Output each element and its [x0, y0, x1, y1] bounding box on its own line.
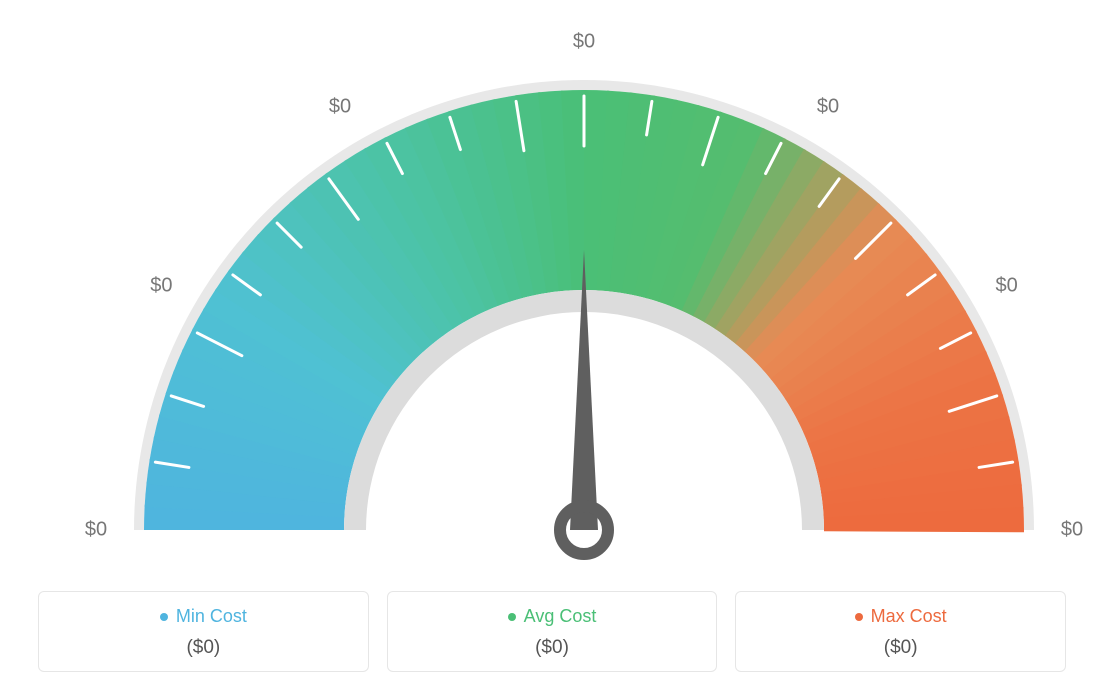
gauge-chart: $0$0$0$0$0$0$0 [32, 20, 1072, 580]
legend-value: ($0) [746, 637, 1055, 659]
legend-card-min: Min Cost ($0) [38, 591, 369, 672]
legend-row: Min Cost ($0) Avg Cost ($0) Max Cost ($0… [38, 591, 1066, 672]
dot-icon [160, 613, 168, 621]
dot-icon [855, 613, 863, 621]
scale-label: $0 [1061, 519, 1083, 542]
legend-label: Min Cost [176, 606, 247, 627]
scale-label: $0 [817, 96, 839, 119]
gauge-svg [32, 20, 1104, 580]
legend-value: ($0) [49, 637, 358, 659]
scale-label: $0 [329, 96, 351, 119]
scale-label: $0 [995, 275, 1017, 298]
legend-card-avg: Avg Cost ($0) [387, 591, 718, 672]
legend-label: Avg Cost [524, 606, 597, 627]
legend-title-max: Max Cost [855, 606, 947, 627]
cost-gauge-widget: $0 $0 $0 $0 $0 $0 $0 Min Cost ($0) Avg Cost ($… [0, 0, 1104, 690]
legend-label: Max Cost [871, 606, 947, 627]
scale-label: $0 [150, 275, 172, 298]
scale-label: $0 [573, 31, 595, 54]
legend-value: ($0) [398, 637, 707, 659]
dot-icon [508, 613, 516, 621]
legend-title-avg: Avg Cost [508, 606, 597, 627]
legend-card-max: Max Cost ($0) [735, 591, 1066, 672]
scale-label: $0 [85, 519, 107, 542]
legend-title-min: Min Cost [160, 606, 247, 627]
